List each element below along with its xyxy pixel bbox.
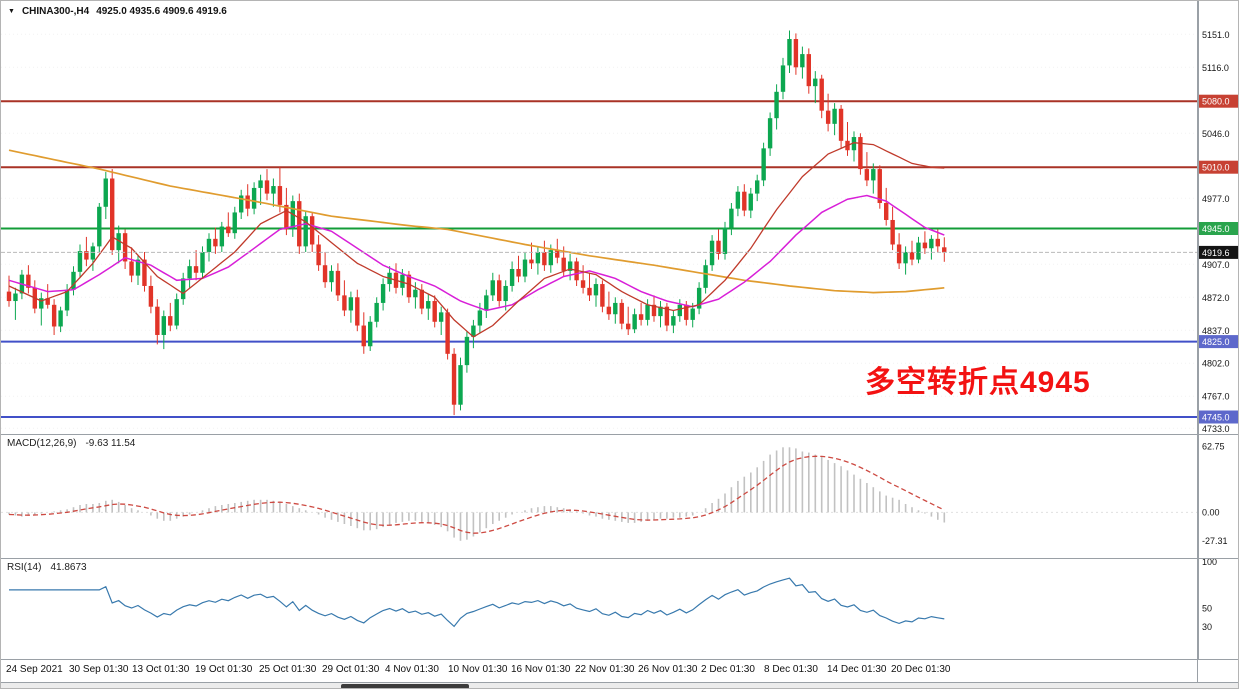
level-badge-label: 5080.0 (1202, 97, 1230, 107)
time-label: 4 Nov 01:30 (385, 664, 439, 675)
main-chart-canvas[interactable]: 5151.0 5116.0 5046.0 4977.0 4907.0 4872.0 4837… (1, 1, 1239, 434)
macd-values: -9.63 11.54 (85, 438, 136, 449)
main-chart-panel[interactable]: 5151.0 5116.0 5046.0 4977.0 4907.0 4872.0 4837… (1, 1, 1239, 435)
time-label: 20 Dec 01:30 (891, 664, 951, 675)
macd-name: MACD(12,26,9) (7, 438, 77, 449)
price-axis-labels[interactable]: 5151.0 5116.0 5046.0 4977.0 4907.0 4872.0 4837… (1202, 30, 1230, 434)
time-label: 22 Nov 01:30 (575, 664, 635, 675)
time-label: 25 Oct 01:30 (259, 664, 317, 675)
time-axis[interactable]: 24 Sep 2021 30 Sep 01:30 13 Oct 01:30 19 Oc… (1, 660, 1238, 683)
rsi-axis-label: 50 (1202, 604, 1212, 614)
time-label: 14 Dec 01:30 (827, 664, 887, 675)
level-badge-label: 4945.0 (1202, 224, 1230, 234)
price-tick-label: 4767.0 (1202, 392, 1230, 402)
level-badge-label: 5010.0 (1202, 163, 1230, 173)
level-badge (1199, 222, 1238, 235)
macd-axis-label: 62.75 (1202, 442, 1225, 452)
price-axis-border-line (1197, 1, 1198, 683)
current-price-badge-label: 4919.6 (1202, 248, 1230, 258)
time-label: 19 Oct 01:30 (195, 664, 253, 675)
time-label: 8 Dec 01:30 (764, 664, 818, 675)
macd-label: MACD(12,26,9) -9.63 11.54 (7, 438, 135, 449)
time-label: 10 Nov 01:30 (448, 664, 508, 675)
price-tick-label: 4837.0 (1202, 326, 1230, 336)
symbol-name: CHINA300-,H4 (21, 6, 90, 17)
price-axis-badges: 5080.0 5010.0 4945.0 4825.0 4745.0 4919.6 (1199, 94, 1238, 424)
ma-line-red (8, 142, 945, 338)
level-badge-label: 4825.0 (1202, 337, 1230, 347)
price-tick-label: 5046.0 (1202, 129, 1230, 139)
symbol-info: ▼ CHINA300-,H4 4925.0 4935.6 4909.6 4919… (8, 6, 227, 17)
level-badge (1199, 94, 1238, 108)
rsi-panel[interactable]: 100 50 30 RSI(14) 41.8673 (1, 559, 1239, 660)
level-badge (1199, 160, 1238, 174)
time-label: 30 Sep 01:30 (69, 664, 129, 675)
time-label: 2 Dec 01:30 (701, 664, 755, 675)
ma-line-orange (8, 149, 945, 294)
macd-histogram (8, 447, 946, 541)
candles-series[interactable] (6, 30, 947, 416)
time-label: 24 Sep 2021 (6, 664, 63, 675)
rsi-axis-label: 100 (1202, 559, 1217, 567)
macd-panel[interactable]: 62.75 0.00 -27.31 MACD(12,26,9) -9.63 11.5… (1, 435, 1239, 559)
price-tick-label: 4907.0 (1202, 260, 1230, 270)
price-tick-label: 4733.0 (1202, 424, 1230, 434)
time-label: 16 Nov 01:30 (511, 664, 571, 675)
ma-line-magenta (8, 194, 945, 312)
macd-signal-line (8, 455, 945, 534)
price-tick-label: 5151.0 (1202, 30, 1230, 40)
macd-axis-label: 0.00 (1202, 507, 1220, 517)
price-tick-label: 4802.0 (1202, 359, 1230, 369)
symbol-ohlc: 4925.0 4935.6 4909.6 4919.6 (96, 6, 227, 17)
scrollbar-thumb[interactable] (341, 684, 469, 688)
price-tick-label: 4872.0 (1202, 293, 1230, 303)
macd-axis-label: -27.31 (1202, 536, 1228, 546)
rsi-canvas[interactable]: 100 50 30 (1, 559, 1239, 659)
time-label: 13 Oct 01:30 (132, 664, 190, 675)
price-tick-label: 4977.0 (1202, 194, 1230, 204)
rsi-line (9, 577, 945, 628)
rsi-values: 41.8673 (50, 562, 87, 573)
rsi-label: RSI(14) 41.8673 (7, 562, 87, 573)
level-badge-label: 4745.0 (1202, 413, 1230, 423)
current-price-badge (1199, 245, 1238, 259)
rsi-name: RSI(14) (7, 562, 42, 573)
chart-annotation[interactable]: 多空转折点4945 (865, 366, 1091, 399)
macd-canvas[interactable]: 62.75 0.00 -27.31 (1, 435, 1239, 558)
symbol-marker-icon: ▼ (8, 7, 15, 15)
time-label: 29 Oct 01:30 (322, 664, 380, 675)
level-badge (1199, 410, 1238, 424)
rsi-axis-label: 30 (1202, 622, 1212, 632)
time-label: 26 Nov 01:30 (638, 664, 698, 675)
level-badge (1199, 335, 1238, 349)
price-tick-label: 5116.0 (1202, 63, 1229, 73)
horizontal-scrollbar[interactable] (1, 683, 1238, 688)
